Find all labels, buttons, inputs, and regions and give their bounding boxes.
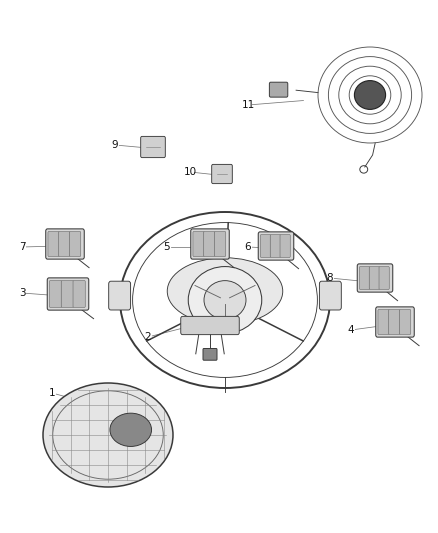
Text: 11: 11 (241, 100, 254, 110)
FancyBboxPatch shape (70, 231, 81, 256)
FancyBboxPatch shape (360, 266, 370, 289)
FancyBboxPatch shape (204, 231, 215, 256)
FancyBboxPatch shape (369, 266, 379, 289)
FancyBboxPatch shape (379, 266, 389, 289)
Text: 5: 5 (164, 242, 170, 252)
FancyBboxPatch shape (389, 310, 400, 335)
FancyBboxPatch shape (378, 310, 389, 335)
FancyBboxPatch shape (193, 231, 204, 256)
FancyBboxPatch shape (59, 231, 70, 256)
FancyBboxPatch shape (141, 136, 165, 158)
Text: 9: 9 (112, 140, 118, 150)
Ellipse shape (204, 281, 246, 319)
FancyBboxPatch shape (181, 317, 239, 335)
FancyBboxPatch shape (203, 349, 217, 360)
Ellipse shape (167, 258, 283, 325)
Text: 10: 10 (184, 167, 197, 177)
FancyBboxPatch shape (376, 307, 414, 337)
FancyBboxPatch shape (258, 232, 294, 260)
FancyBboxPatch shape (46, 229, 84, 259)
FancyBboxPatch shape (49, 280, 62, 308)
FancyBboxPatch shape (61, 280, 74, 308)
FancyBboxPatch shape (270, 235, 280, 257)
FancyBboxPatch shape (280, 235, 290, 257)
Text: 8: 8 (327, 273, 333, 283)
FancyBboxPatch shape (319, 281, 341, 310)
FancyBboxPatch shape (357, 264, 393, 292)
FancyBboxPatch shape (261, 235, 271, 257)
Ellipse shape (43, 383, 173, 487)
Ellipse shape (188, 266, 262, 334)
FancyBboxPatch shape (191, 229, 229, 259)
FancyBboxPatch shape (73, 280, 85, 308)
FancyBboxPatch shape (212, 164, 232, 183)
FancyBboxPatch shape (269, 82, 288, 97)
FancyBboxPatch shape (47, 278, 89, 310)
Text: 1: 1 (49, 388, 55, 398)
FancyBboxPatch shape (215, 231, 226, 256)
Text: 6: 6 (245, 242, 251, 252)
FancyBboxPatch shape (109, 281, 131, 310)
Text: 3: 3 (19, 288, 25, 298)
Text: 4: 4 (348, 325, 354, 335)
FancyBboxPatch shape (399, 310, 411, 335)
FancyBboxPatch shape (48, 231, 59, 256)
Text: 7: 7 (19, 242, 25, 252)
Text: 2: 2 (145, 332, 151, 342)
Ellipse shape (354, 80, 385, 109)
Ellipse shape (110, 413, 152, 447)
